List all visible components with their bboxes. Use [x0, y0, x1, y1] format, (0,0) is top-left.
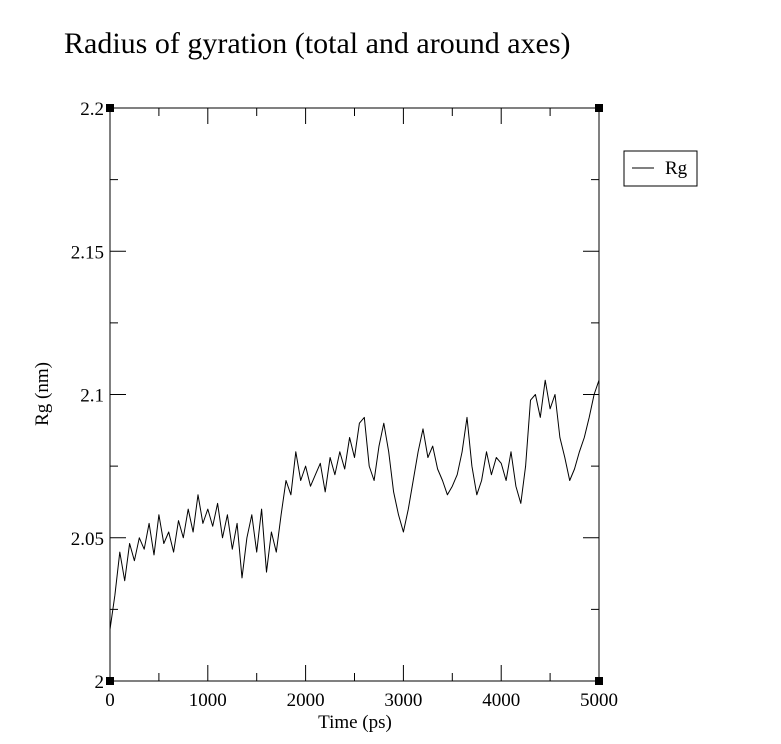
corner-markers — [106, 104, 603, 685]
x-tick-label: 1000 — [189, 690, 227, 711]
y-tick-label: 2.15 — [71, 242, 104, 263]
plot-area-frame — [109, 107, 600, 682]
axis-ticks — [109, 107, 600, 682]
y-tick-label: 2.2 — [80, 99, 104, 120]
axis-tick-labels: 0 1000 2000 3000 4000 5000 2 2.05 2.1 2.15 2.2 — [71, 99, 618, 711]
corner-marker — [595, 104, 603, 112]
y-tick-label: 2.1 — [80, 386, 104, 407]
x-tick-label: 2000 — [287, 690, 325, 711]
corner-marker — [106, 677, 114, 685]
y-axis-label: Rg (nm) — [32, 362, 53, 426]
legend-label-rg: Rg — [665, 158, 688, 179]
x-tick-label: 5000 — [580, 690, 618, 711]
x-axis-label: Time (ps) — [318, 712, 392, 733]
corner-marker — [106, 104, 114, 112]
x-tick-label: 4000 — [482, 690, 520, 711]
y-tick-label: 2 — [95, 672, 105, 693]
legend: Rg — [623, 150, 698, 187]
y-tick-label: 2.05 — [71, 529, 104, 550]
rg-series-line — [109, 379, 600, 630]
x-tick-label: 3000 — [384, 690, 422, 711]
corner-marker — [595, 677, 603, 685]
x-tick-label: 0 — [105, 690, 115, 711]
chart-title: Radius of gyration (total and around axe… — [64, 27, 571, 60]
